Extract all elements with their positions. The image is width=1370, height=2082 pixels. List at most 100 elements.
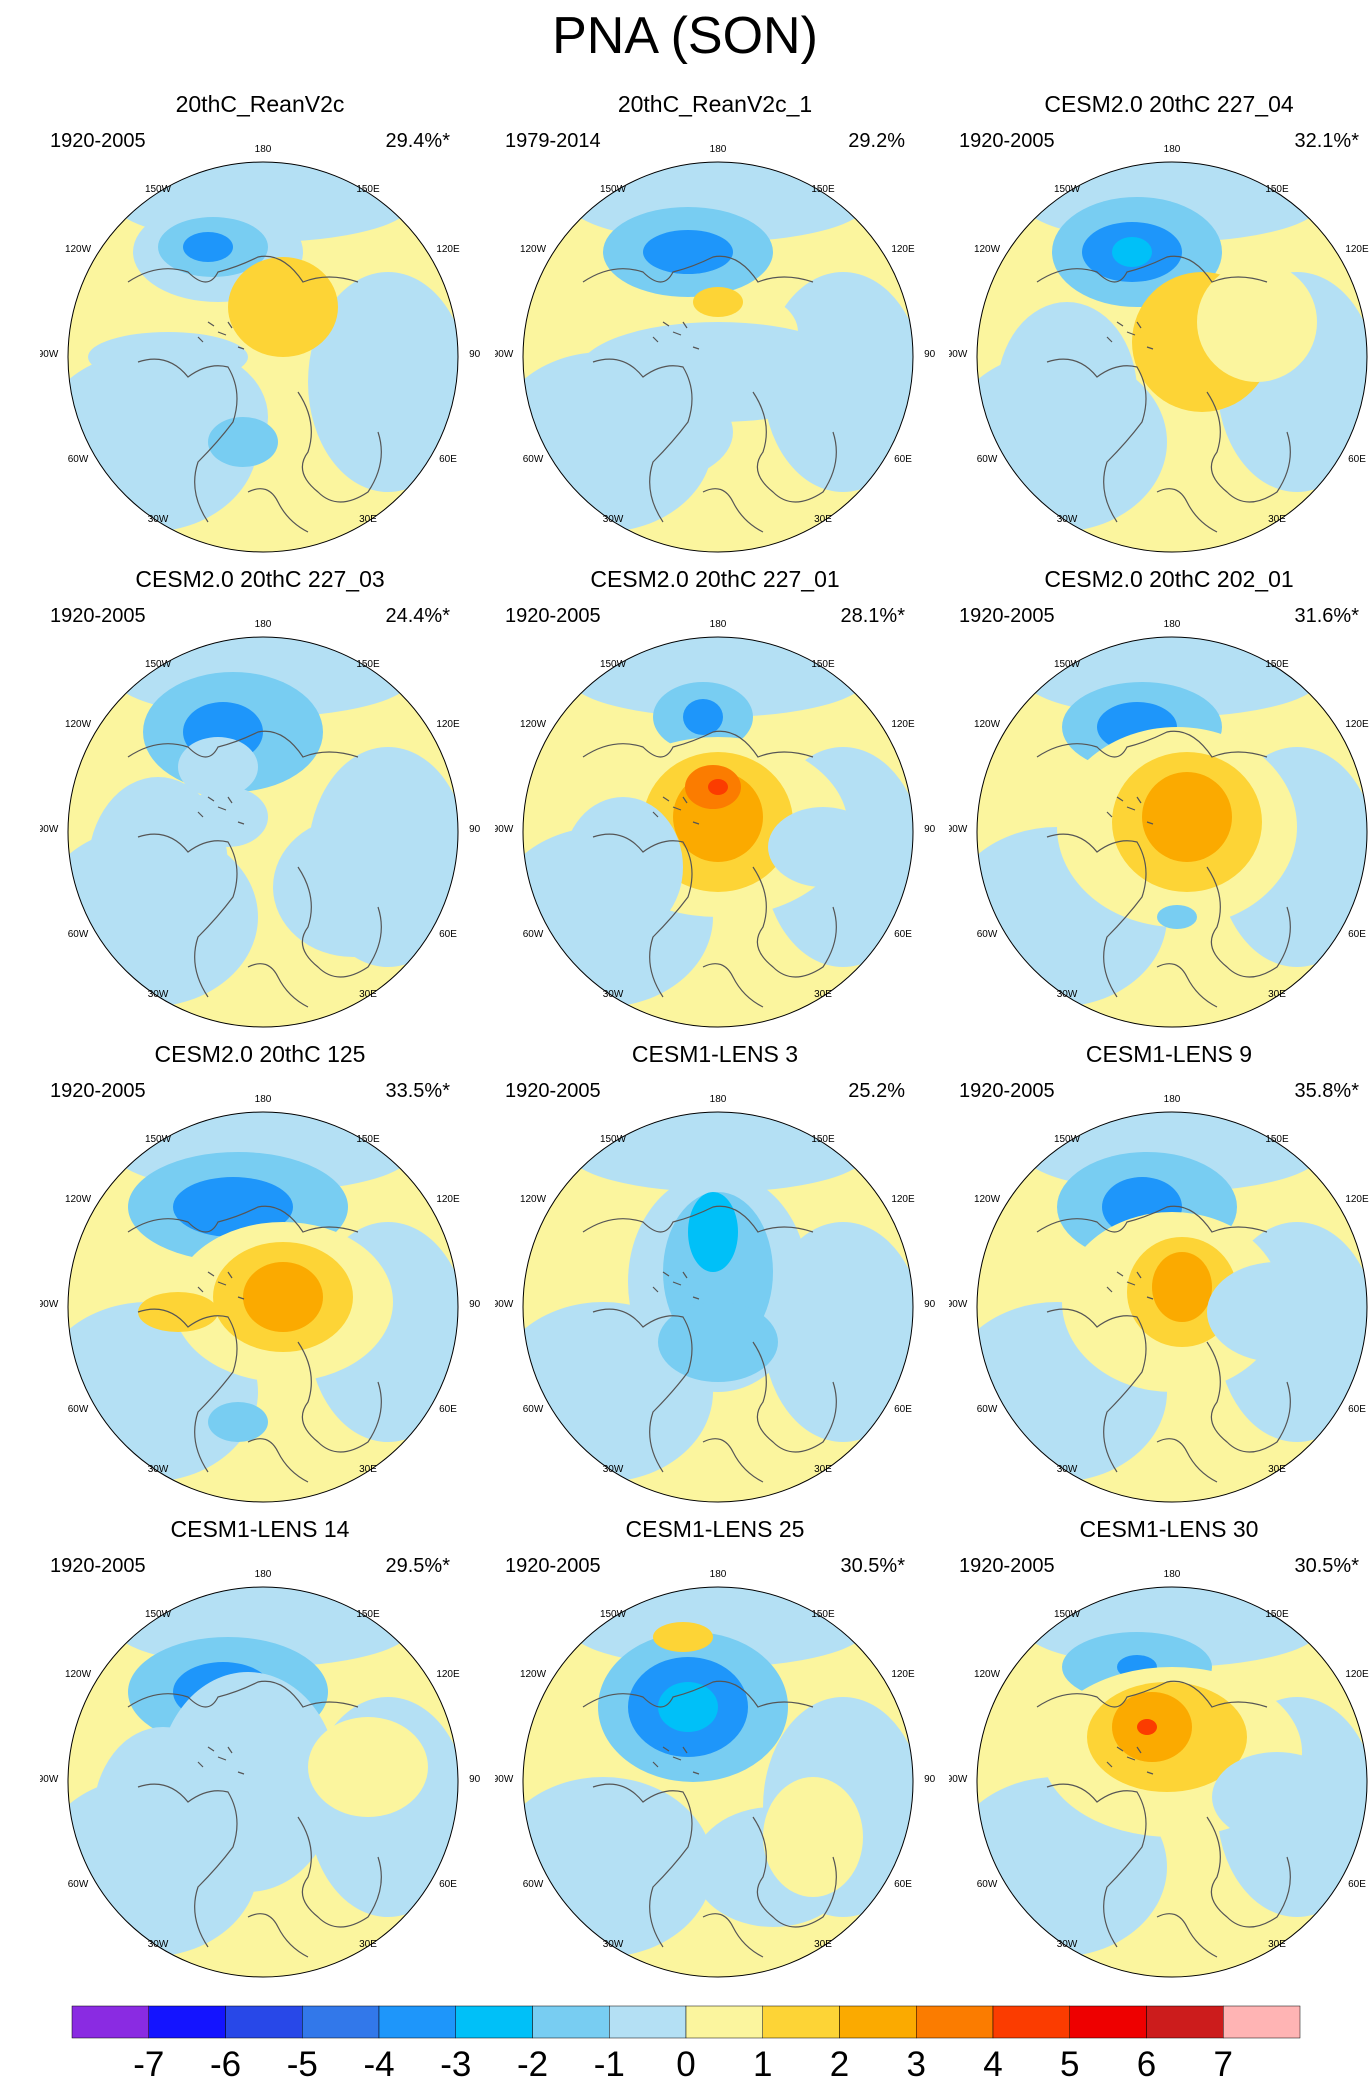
longitude-label: 30W [603,1464,624,1475]
coastline [197,1746,245,1775]
longitude-label: 30W [1057,1939,1078,1950]
longitude-label: 150E [811,659,835,670]
coastline [1106,1746,1154,1775]
longitude-label: 60W [523,1879,544,1890]
anomaly-contour [653,1622,713,1652]
coastline [702,488,764,533]
anomaly-contour [763,1777,863,1897]
longitude-label: 150E [356,1609,380,1620]
anomaly-contour [308,1717,428,1817]
anomaly-contour [1197,262,1317,382]
panel-period: 1920-2005 [959,1555,1055,1577]
longitude-label: 120E [436,719,460,730]
map-boundary [976,1111,1368,1503]
coastline [1046,358,1147,523]
longitude-label: 120W [974,244,1001,255]
longitude-label: 30E [1268,989,1286,1000]
longitude-label: 30W [148,514,169,525]
longitude-label: 150E [811,184,835,195]
longitude-label: 120E [1345,719,1369,730]
longitude-label: 90E [924,824,935,835]
map-panel: CESM1-LENS 14 1920-2005 29.5%* 180 150E 120E 9… [40,1515,480,1985]
coastline [752,391,837,503]
longitude-label: 150W [145,184,172,195]
polar-map: 180150E120E90E60E30E030W60W90W120W150W [40,1094,480,1503]
longitude-label: 90W [495,824,514,835]
longitude-label: 150W [1054,659,1081,670]
longitude-label: 180 [1164,619,1181,630]
longitude-label: 60W [977,929,998,940]
longitude-label: 90W [495,1299,514,1310]
polar-map: 180150E120E90E60E30E030W60W90W120W150W [949,1569,1369,1978]
anomaly-contour [208,417,278,467]
panel-variance-pct: 29.2% [848,130,905,152]
anomaly-contour [563,797,683,937]
colorbar-label: 5 [1060,2045,1079,2082]
anomaly-contour [768,807,878,887]
coastline [127,730,359,758]
coastline [1106,1271,1154,1300]
anomaly-contour [138,1292,218,1332]
colorbar-label: -4 [363,2045,394,2082]
panel-period: 1920-2005 [50,130,146,152]
panel-period: 1920-2005 [505,605,601,627]
coastline [752,1816,837,1928]
anomaly-contour [208,1402,268,1442]
map-boundary [976,636,1368,1028]
anomaly-contour [188,787,268,847]
colorbar-box [378,2005,456,2039]
map-boundary [67,1586,459,1978]
coastline [1206,1341,1291,1453]
longitude-label: 60E [439,929,457,940]
panel-period: 1920-2005 [959,1080,1055,1102]
map-panel: 20thC_ReanV2c_1 1979-2014 29.2% 180 150E 120E… [495,90,935,560]
coastline [592,358,693,523]
anomaly-contour [1112,237,1152,267]
longitude-label: 150E [811,1609,835,1620]
map-panel: 20thC_ReanV2c 1920-2005 29.4%* 180 150E 120E 9… [40,90,480,560]
longitude-label: 180 [710,1094,727,1105]
longitude-label: 150E [811,1134,835,1145]
panel-variance-pct: 35.8%* [1294,1080,1360,1102]
longitude-label: 30W [603,989,624,1000]
coastline [592,1308,693,1473]
longitude-label: 120E [1345,1194,1369,1205]
longitude-label: 90W [949,349,968,360]
longitude-label: 60W [68,1404,89,1415]
longitude-label: 30W [148,989,169,1000]
longitude-label: 30E [359,989,377,1000]
coastline [127,1680,359,1708]
longitude-label: 180 [255,619,272,630]
longitude-label: 180 [255,1569,272,1580]
colorbar-box [532,2005,610,2039]
longitude-label: 120W [974,1669,1001,1680]
longitude-label: 30W [1057,514,1078,525]
longitude-label: 60W [68,1879,89,1890]
longitude-label: 150E [1265,659,1289,670]
coastline [297,391,382,503]
colorbar-label: -7 [133,2045,164,2082]
longitude-label: 30W [603,514,624,525]
colorbar-box [225,2005,303,2039]
longitude-label: 120E [436,1194,460,1205]
coastline [197,796,245,825]
coastline [1156,963,1218,1008]
coastline [197,1271,245,1300]
panel-title: CESM2.0 20thC 202_01 [1044,566,1294,592]
panel-title: CESM2.0 20thC 227_01 [590,566,840,592]
anomaly-contour [1212,1752,1342,1842]
panel-variance-pct: 29.5%* [385,1555,451,1577]
longitude-label: 120E [436,244,460,255]
coastline [127,255,359,283]
colorbar: -7 -6 -5 -4 -3 -2 -1 0 1 2 3 4 5 6 7 [71,2005,1301,2082]
longitude-label: 60E [894,454,912,465]
panel-title: 20thC_ReanV2c [175,91,345,117]
map-panel: CESM2.0 20thC 227_04 1920-2005 32.1%* 180 15… [949,90,1370,560]
coastline [1046,1783,1147,1948]
longitude-label: 120E [891,719,915,730]
panel-period: 1920-2005 [959,130,1055,152]
panel-variance-pct: 28.1%* [840,605,906,627]
longitude-label: 90W [949,1774,968,1785]
longitude-label: 30E [1268,514,1286,525]
longitude-label: 120W [65,1669,92,1680]
